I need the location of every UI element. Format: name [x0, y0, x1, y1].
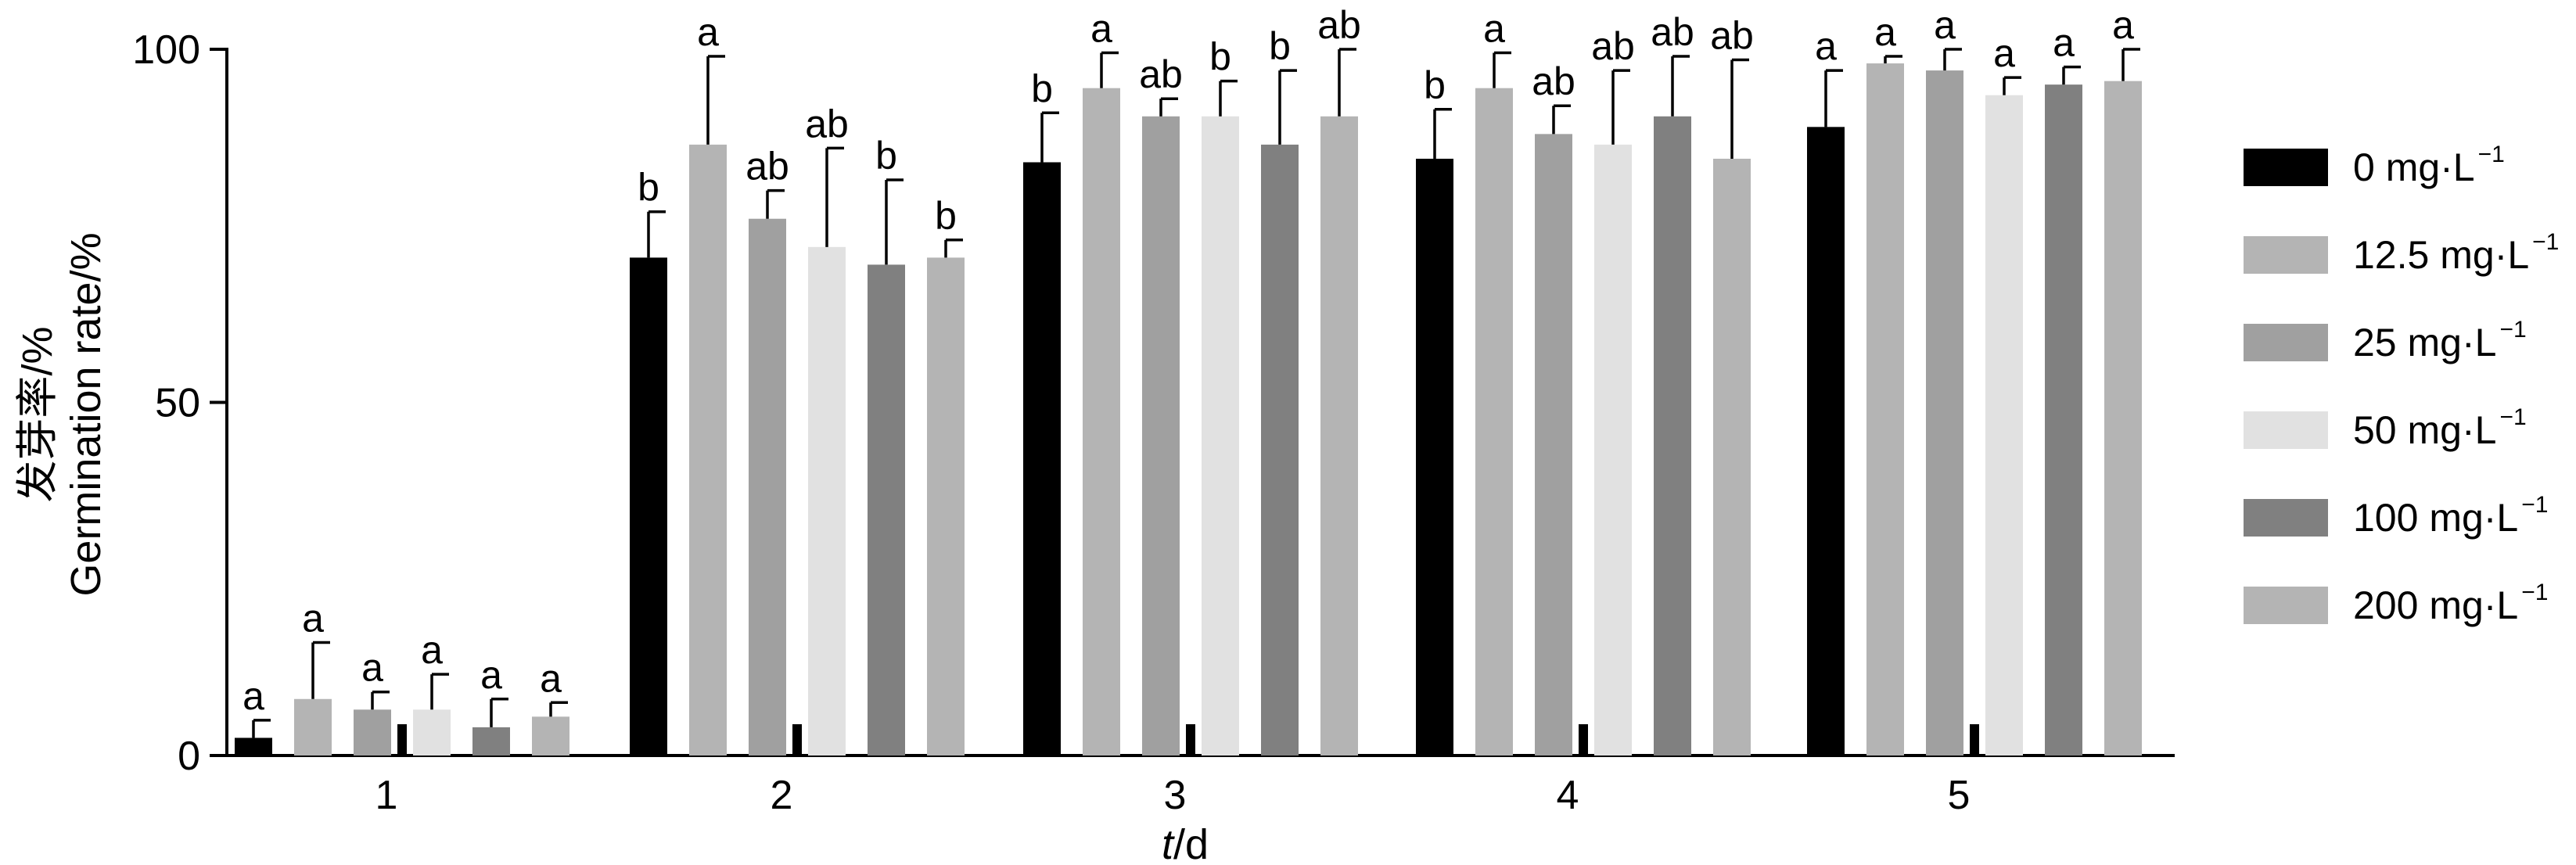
significance-label: a: [361, 646, 383, 690]
legend-swatch: [2244, 149, 2328, 186]
x-tick-label: 5: [1948, 773, 1971, 818]
bar: [1261, 144, 1299, 756]
axis-marker: [1970, 724, 1979, 756]
bar: [235, 738, 272, 756]
legend-label: 0 mg·L −1: [2353, 142, 2505, 189]
bar: [413, 709, 451, 756]
x-tick-label: 3: [1164, 773, 1187, 818]
significance-label: b: [1424, 63, 1446, 107]
significance-label: a: [540, 656, 562, 700]
bar: [2104, 81, 2142, 756]
y-tick-label: 50: [155, 381, 200, 426]
legend-label: 200 mg·L −1: [2353, 580, 2548, 627]
x-tick-label: 1: [375, 773, 398, 818]
significance-label: a: [1090, 7, 1112, 51]
bar: [1023, 162, 1061, 756]
legend-swatch: [2244, 499, 2328, 537]
significance-label: ab: [1317, 3, 1361, 47]
bar: [354, 709, 391, 756]
bar: [749, 218, 786, 756]
significance-label: a: [697, 10, 719, 54]
significance-label: a: [1815, 24, 1837, 68]
svg-text:t/d: t/d: [1162, 821, 1209, 865]
bar: [1807, 127, 1845, 756]
significance-label: a: [1874, 10, 1896, 54]
significance-label: b: [935, 194, 957, 238]
bar: [1202, 116, 1239, 756]
bar: [532, 716, 569, 756]
significance-label: a: [243, 674, 264, 718]
bar: [868, 264, 905, 756]
legend-swatch: [2244, 411, 2328, 449]
bar: [1654, 116, 1691, 756]
significance-label: ab: [1591, 24, 1635, 68]
bar: [808, 246, 846, 756]
bar: [1475, 88, 1513, 756]
bar: [689, 144, 727, 756]
legend-label: 50 mg·L −1: [2353, 404, 2527, 452]
significance-label: ab: [1532, 59, 1575, 103]
bar: [1713, 158, 1751, 756]
significance-label: a: [302, 597, 324, 641]
bar: [1083, 88, 1120, 756]
y-axis-title-cn: 发芽率/%: [14, 326, 61, 502]
bar: [1535, 134, 1572, 756]
bar: [294, 698, 332, 756]
bar: [1320, 116, 1358, 756]
significance-label: b: [1031, 66, 1053, 110]
significance-label: ab: [1139, 52, 1183, 96]
bar: [1594, 144, 1632, 756]
legend: 0 mg·L −1 12.5 mg·L −1 25 mg·L −1 50 mg·L −1 100…: [2244, 142, 2559, 627]
significance-label: ab: [1710, 14, 1754, 58]
significance-label: a: [1993, 31, 2015, 75]
significance-label: ab: [805, 102, 849, 145]
significance-label: a: [1934, 3, 1956, 47]
axis-marker: [792, 724, 802, 756]
legend-swatch: [2244, 324, 2328, 361]
x-axis-title: t/d: [1162, 821, 1209, 865]
bar: [1926, 70, 1963, 756]
significance-label: b: [1269, 24, 1291, 68]
significance-label: b: [638, 166, 659, 210]
legend-label: 25 mg·L −1: [2353, 317, 2527, 364]
bar: [1866, 63, 1904, 756]
y-tick-label: 100: [132, 27, 200, 73]
x-axis-title-var: t: [1162, 821, 1175, 865]
legend-swatch: [2244, 587, 2328, 624]
bar: [1142, 116, 1180, 756]
significance-label: b: [1209, 35, 1231, 79]
significance-label: a: [2112, 3, 2134, 47]
axis-marker: [1186, 724, 1195, 756]
x-axis-title-unit: /d: [1173, 821, 1209, 865]
significance-label: a: [421, 628, 443, 672]
y-axis-title-en: Germination rate/%: [63, 232, 110, 596]
significance-label: a: [2053, 21, 2075, 65]
significance-label: ab: [745, 145, 789, 188]
significance-label: a: [1483, 7, 1505, 51]
y-axis-title: 发芽率/% Germination rate/%: [14, 232, 110, 596]
bar: [2045, 84, 2082, 756]
bar: [472, 727, 510, 756]
axis-marker: [397, 724, 407, 756]
legend-label: 12.5 mg·L −1: [2353, 229, 2559, 277]
bar: [630, 257, 667, 756]
legend-label: 100 mg·L −1: [2353, 492, 2548, 540]
bar: [927, 257, 965, 756]
significance-label: a: [480, 653, 502, 697]
legend-swatch: [2244, 236, 2328, 274]
axis-marker: [1579, 724, 1588, 756]
bar: [1416, 158, 1453, 756]
significance-label: b: [875, 134, 897, 178]
bar: [1985, 95, 2023, 756]
x-tick-label: 4: [1557, 773, 1579, 818]
y-tick-label: 0: [178, 734, 200, 779]
x-tick-label: 2: [771, 773, 793, 818]
significance-label: ab: [1651, 10, 1694, 54]
